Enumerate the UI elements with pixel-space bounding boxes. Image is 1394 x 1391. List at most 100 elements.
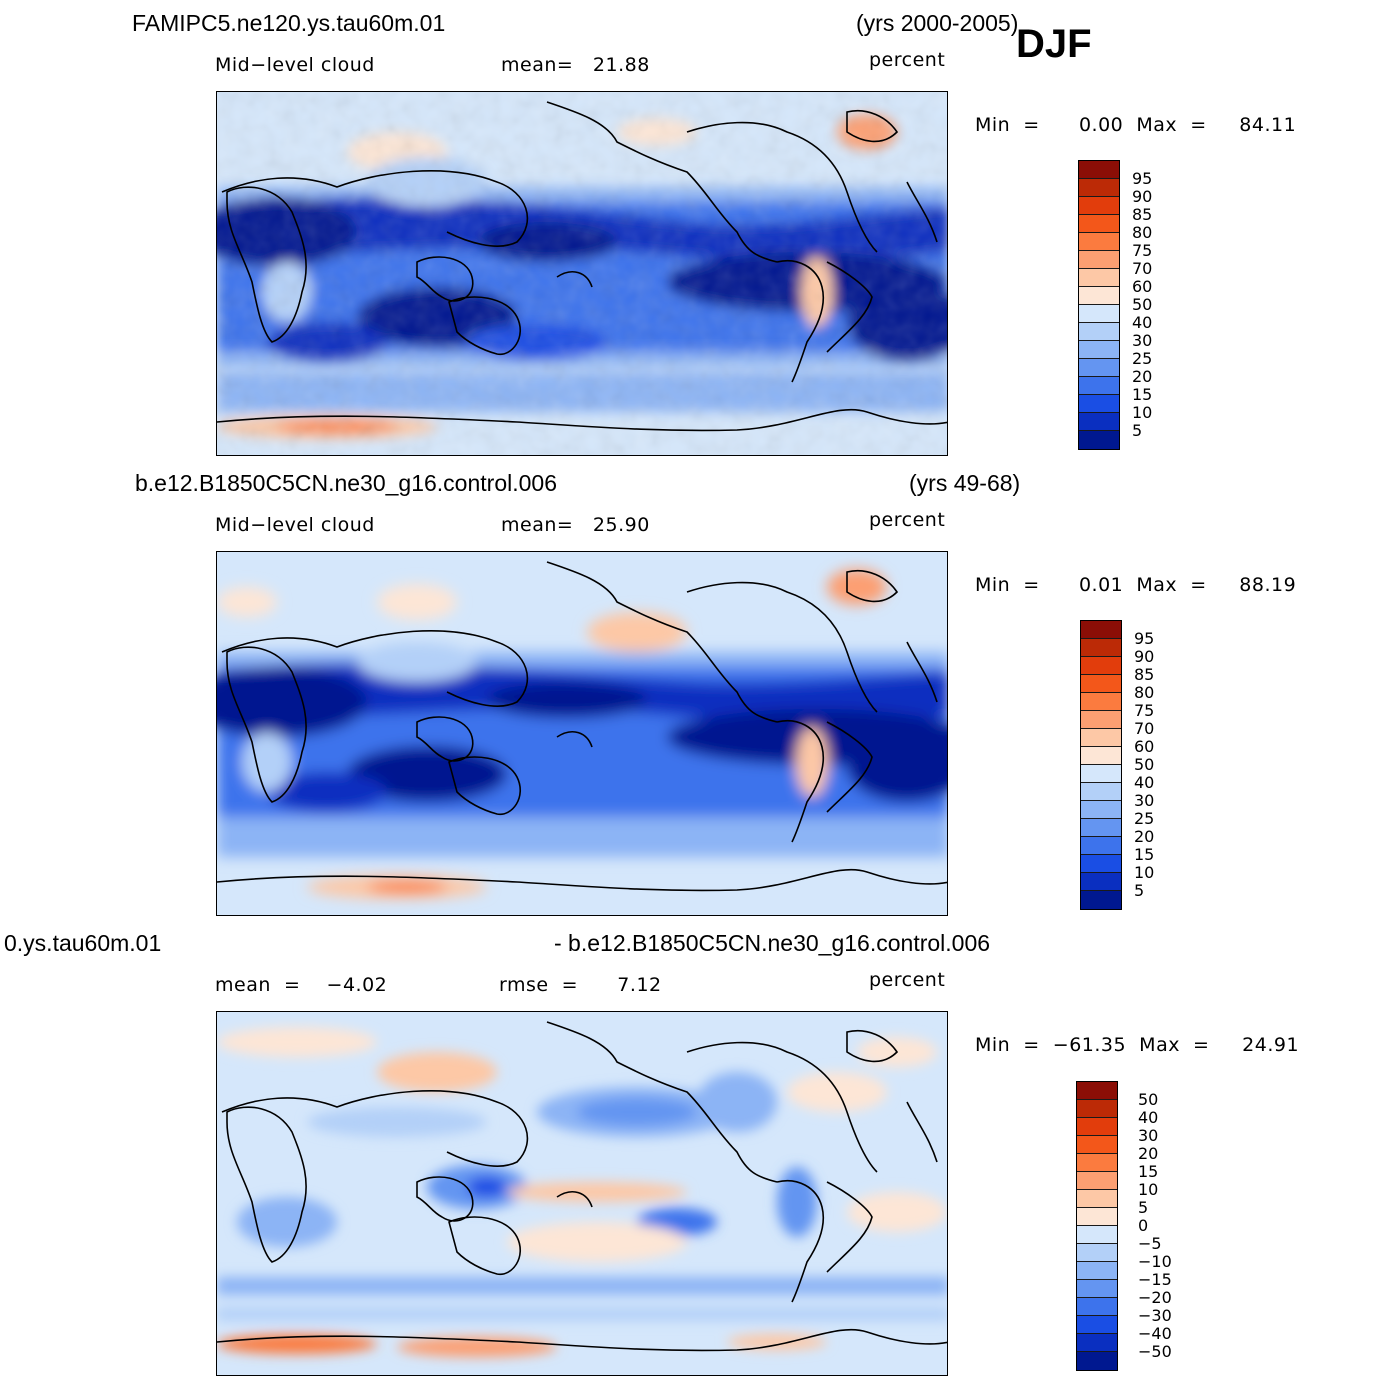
colorbar-box <box>1079 341 1119 359</box>
colorbar-tick-label: −5 <box>1138 1234 1162 1253</box>
season-label: DJF <box>1016 22 1092 66</box>
colorbar-box <box>1081 657 1121 675</box>
panel3-map <box>216 1011 948 1376</box>
panel2-coastlines <box>217 561 947 892</box>
panel3-rmse: rmse = 7.12 <box>499 974 662 996</box>
colorbar-box <box>1079 395 1119 413</box>
colorbar-tick-label: 5 <box>1134 881 1145 900</box>
colorbar-tick-label: 50 <box>1134 755 1155 774</box>
colorbar-box <box>1077 1334 1117 1352</box>
colorbar-tick-label: 20 <box>1138 1144 1159 1163</box>
panel3-units: percent <box>869 969 946 991</box>
panel3-contour-plot <box>217 1012 947 1375</box>
colorbar-box <box>1079 197 1119 215</box>
colorbar-box <box>1081 747 1121 765</box>
colorbar-box <box>1081 675 1121 693</box>
colorbar-box <box>1081 837 1121 855</box>
colorbar-tick-label: 10 <box>1132 403 1153 422</box>
panel3-coastlines <box>217 1021 947 1352</box>
colorbar-box <box>1077 1172 1117 1190</box>
panel1-coastlines <box>217 101 947 432</box>
colorbar-box <box>1077 1100 1117 1118</box>
panel2-contour-plot <box>217 552 947 915</box>
colorbar-tick-label: 10 <box>1134 863 1155 882</box>
colorbar-box <box>1079 305 1119 323</box>
panel3-case-title: 0.ys.tau60m.01 <box>4 930 162 956</box>
colorbar-tick-label: 5 <box>1138 1198 1149 1217</box>
panel1-map <box>216 91 948 456</box>
colorbar-box <box>1077 1136 1117 1154</box>
colorbar-box <box>1077 1316 1117 1334</box>
panel1-years: (yrs 2000-2005) <box>856 10 1019 36</box>
colorbar-tick-label: 85 <box>1132 205 1153 224</box>
panel3-case-title-right: - b.e12.B1850C5CN.ne30_g16.control.006 <box>554 930 991 956</box>
colorbar-box <box>1077 1226 1117 1244</box>
colorbar-box <box>1077 1190 1117 1208</box>
colorbar-tick-label: 40 <box>1132 313 1153 332</box>
colorbar-tick-label: 75 <box>1134 701 1155 720</box>
colorbar-tick-label: −30 <box>1138 1306 1172 1325</box>
colorbar-tick-label: 95 <box>1134 629 1155 648</box>
panel1-case-title: FAMIPC5.ne120.ys.tau60m.01 <box>132 10 446 36</box>
colorbar-tick-label: 40 <box>1134 773 1155 792</box>
colorbar-box <box>1079 161 1119 179</box>
colorbar-tick-label: 75 <box>1132 241 1153 260</box>
colorbar-tick-label: 30 <box>1132 331 1153 350</box>
colorbar-tick-label: −15 <box>1138 1270 1172 1289</box>
colorbar-tick-label: −10 <box>1138 1252 1172 1271</box>
panel2-map <box>216 551 948 916</box>
colorbar-box <box>1079 251 1119 269</box>
colorbar-tick-label: 15 <box>1134 845 1155 864</box>
colorbar-box <box>1081 819 1121 837</box>
colorbar-tick-label: 80 <box>1134 683 1155 702</box>
colorbar-box <box>1081 711 1121 729</box>
colorbar-tick-label: 90 <box>1132 187 1153 206</box>
colorbar-box <box>1081 873 1121 891</box>
colorbar-box <box>1079 359 1119 377</box>
colorbar-tick-label: −50 <box>1138 1342 1172 1361</box>
colorbar-box <box>1079 377 1119 395</box>
colorbar-tick-label: 60 <box>1134 737 1155 756</box>
colorbar-tick-label: 60 <box>1132 277 1153 296</box>
panel1-variable: Mid−level cloud <box>215 54 375 76</box>
colorbar-tick-label: 30 <box>1134 791 1155 810</box>
panel2-variable: Mid−level cloud <box>215 514 375 536</box>
colorbar-box <box>1077 1280 1117 1298</box>
panel2-mean: mean= 25.90 <box>501 514 650 536</box>
panel3-colorbar <box>1076 1081 1118 1371</box>
colorbar-tick-label: 90 <box>1134 647 1155 666</box>
panel3-mean: mean = −4.02 <box>215 974 388 996</box>
colorbar-box <box>1081 891 1121 909</box>
colorbar-tick-label: 15 <box>1138 1162 1159 1181</box>
colorbar-box <box>1079 233 1119 251</box>
panel2-colorbar <box>1080 620 1122 910</box>
colorbar-tick-label: 85 <box>1134 665 1155 684</box>
colorbar-tick-label: −20 <box>1138 1288 1172 1307</box>
panel1-colorbar <box>1078 160 1120 450</box>
colorbar-box <box>1081 855 1121 873</box>
panel3-minmax: Min = −61.35 Max = 24.91 <box>975 1034 1300 1056</box>
colorbar-tick-label: 40 <box>1138 1108 1159 1127</box>
colorbar-tick-label: 95 <box>1132 169 1153 188</box>
colorbar-tick-label: 50 <box>1132 295 1153 314</box>
colorbar-tick-label: 0 <box>1138 1216 1149 1235</box>
colorbar-tick-label: 10 <box>1138 1180 1159 1199</box>
panel2-case-title: b.e12.B1850C5CN.ne30_g16.control.006 <box>135 470 557 496</box>
colorbar-box <box>1077 1352 1117 1370</box>
colorbar-tick-label: 70 <box>1132 259 1153 278</box>
colorbar-tick-label: 25 <box>1132 349 1153 368</box>
colorbar-tick-label: 50 <box>1138 1090 1159 1109</box>
colorbar-box <box>1081 639 1121 657</box>
panel1-contour-plot <box>217 92 947 455</box>
panel2-years: (yrs 49-68) <box>909 470 1021 496</box>
colorbar-tick-label: 80 <box>1132 223 1153 242</box>
colorbar-box <box>1081 693 1121 711</box>
panel2-units: percent <box>869 509 946 531</box>
colorbar-box <box>1079 431 1119 449</box>
colorbar-tick-label: 20 <box>1134 827 1155 846</box>
colorbar-box <box>1079 215 1119 233</box>
colorbar-tick-label: 15 <box>1132 385 1153 404</box>
colorbar-box <box>1079 413 1119 431</box>
colorbar-tick-label: 70 <box>1134 719 1155 738</box>
colorbar-box <box>1079 179 1119 197</box>
